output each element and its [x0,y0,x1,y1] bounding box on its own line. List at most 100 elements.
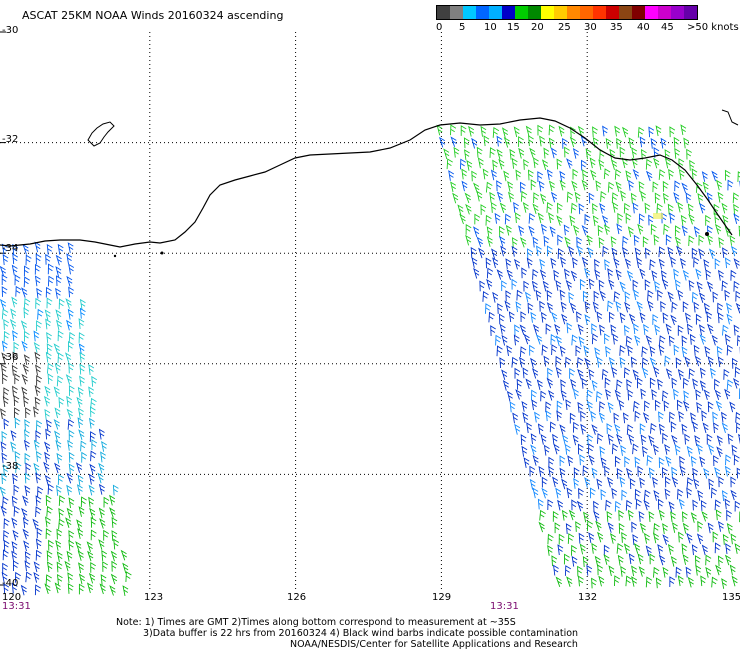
wind-barb [103,529,109,541]
wind-barb [461,180,468,192]
wind-barb [58,298,65,310]
wind-barb [642,367,649,379]
wind-barb [654,399,661,411]
wind-barb [684,312,691,324]
wind-barb [711,487,718,499]
wind-barb [717,269,724,281]
legend-swatch [541,6,554,19]
wind-barb [614,389,621,401]
wind-barb [679,257,686,269]
wind-barb [722,214,729,226]
wind-barb [674,147,681,159]
wind-barb [476,190,483,202]
wind-barb [678,411,685,422]
wind-barb [584,301,591,312]
wind-barb [499,202,507,213]
wind-barb [639,423,646,434]
wind-barb [683,137,690,149]
wind-barb [529,478,536,490]
wind-barb [496,269,503,280]
wind-barb [46,297,53,309]
wind-barb [717,356,724,368]
wind-barb [662,432,669,444]
wind-barb [732,357,738,369]
wind-barb [706,281,714,292]
wind-barb [473,267,480,279]
wind-barb [616,542,624,554]
wind-barb [658,554,666,566]
wind-barb [91,375,98,387]
wind-barb [607,268,614,279]
wind-barb [620,445,627,456]
wind-barb [23,439,30,451]
wind-barb [616,379,623,391]
wind-barb [610,236,617,248]
wind-barb [1,430,8,442]
wind-barb [572,388,579,400]
wind-barb [700,575,707,587]
wind-barb [653,532,659,544]
lat-tick: -38 [2,461,19,472]
wind-barb [545,410,552,422]
wind-barb [88,572,96,584]
wind-barb [621,157,628,169]
wind-barb [453,146,460,158]
wind-barb [705,214,711,226]
wind-barb [486,278,493,290]
wind-barb [655,125,662,137]
wind-barb [81,451,88,463]
wind-barb [14,373,21,385]
wind-barb [730,476,737,488]
wind-barb [714,223,722,235]
wind-barb [78,562,84,574]
wind-barb [658,169,666,180]
wind-barb [530,444,537,456]
wind-barb [717,302,724,314]
wind-barb [75,541,82,552]
wind-barb [627,509,634,521]
wind-barb [506,345,513,356]
wind-barb [100,451,106,463]
wind-barb [712,291,719,303]
legend-swatch [567,6,580,19]
wind-barb [103,496,110,508]
wind-barb [665,234,672,246]
wind-barb [590,169,597,181]
wind-barb [465,234,472,246]
wind-barb [572,434,579,446]
wind-barb [68,451,75,463]
wind-barb [0,298,7,310]
wind-barb [582,556,589,568]
wind-barb [479,280,486,292]
wind-barb [526,257,533,269]
wind-barb [590,410,597,422]
wind-barb [676,245,683,257]
wind-barb [485,181,493,193]
legend-swatch [554,6,567,19]
wind-barb [511,237,518,248]
wind-barb [632,534,639,545]
wind-barb [607,181,615,193]
wind-barb [35,549,42,561]
wind-barb [33,439,40,451]
wind-barb [660,270,667,281]
wind-barb [545,323,552,335]
wind-barb [90,397,97,409]
wind-barb [575,521,581,532]
wind-barb [647,300,654,312]
wind-barb [637,223,644,235]
wind-barb [47,263,54,275]
wind-barb [79,363,86,375]
wind-barb [697,520,704,532]
wind-barb [539,258,546,270]
wind-barb [3,518,10,529]
wind-barb [616,467,623,479]
wind-barb [653,234,660,246]
wind-barb [605,388,611,400]
wind-barb [595,520,602,532]
wind-barb [582,290,589,302]
wind-barb [504,213,512,225]
wind-barb [538,466,545,477]
wind-barb [724,498,731,510]
wind-barb [33,406,39,418]
